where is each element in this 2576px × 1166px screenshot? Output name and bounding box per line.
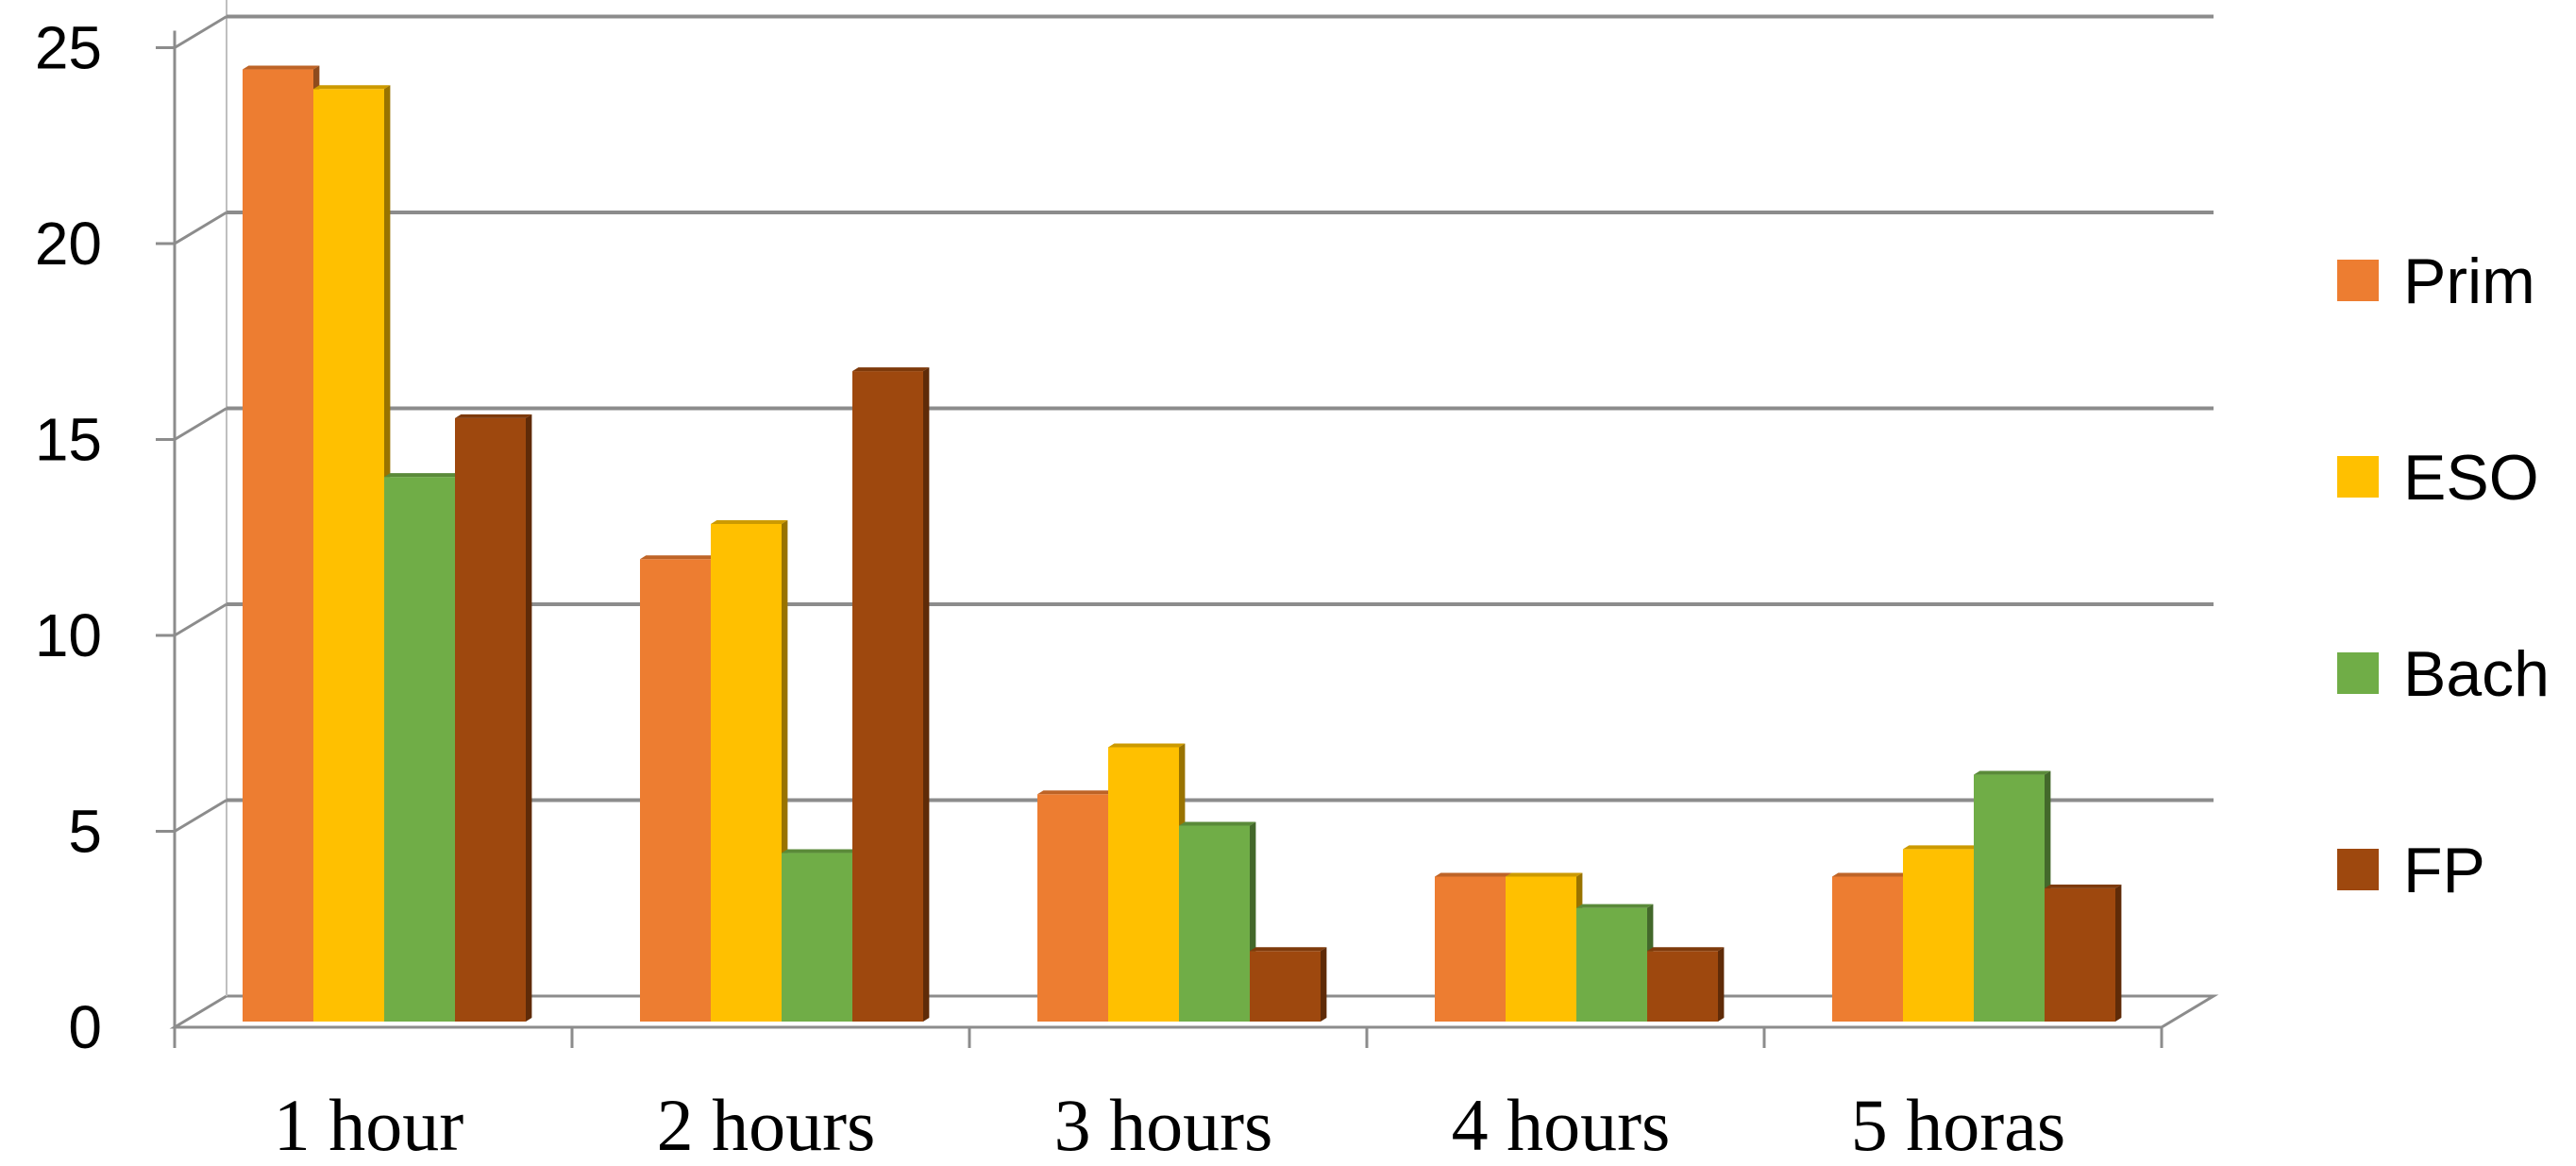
bar-front [1974, 774, 2045, 1022]
bar-front [1832, 876, 1903, 1022]
bar-top [313, 85, 391, 90]
bar-front [1250, 951, 1321, 1022]
legend-label: ESO [2403, 442, 2539, 514]
bar-side [1718, 947, 1725, 1022]
bar-prim-2 [1037, 790, 1115, 1022]
bar-top [1250, 947, 1327, 952]
legend-item-bach: Bach [2337, 638, 2550, 710]
bar-eso-1 [711, 519, 788, 1022]
bar-side [526, 414, 532, 1022]
bar-top [852, 367, 930, 372]
bar-front [1576, 907, 1647, 1022]
bar-side [923, 367, 930, 1022]
y-tick-label: 15 [35, 406, 102, 474]
bar-top [1435, 872, 1512, 877]
gridline-diagonal [174, 211, 227, 245]
bar-top [1576, 904, 1654, 908]
bar-front [1435, 876, 1506, 1022]
x-tick-label: 4 hours [1452, 1084, 1671, 1166]
bar-fp-0 [455, 414, 532, 1022]
x-tick-label: 5 horas [1851, 1084, 2065, 1166]
legend: Prim ESO Bach FP [2337, 245, 2550, 906]
bar-front [1108, 747, 1179, 1022]
x-tick-label: 1 hour [274, 1084, 464, 1166]
gridline-diagonal [174, 15, 227, 49]
bar-top [640, 555, 717, 560]
gridline-diagonal [174, 799, 227, 833]
bar-top [1506, 872, 1583, 877]
bar-front [384, 477, 455, 1022]
legend-item-prim: Prim [2337, 245, 2535, 317]
bar-top [1647, 947, 1725, 952]
bar-side [2115, 884, 2122, 1022]
bar-top [1974, 770, 2051, 775]
bar-front [455, 417, 526, 1022]
legend-item-fp: FP [2337, 835, 2485, 906]
bar-bach-1 [782, 849, 859, 1022]
y-tick-label: 0 [68, 993, 102, 1061]
gridline-diagonal [174, 602, 227, 637]
bar-front [243, 69, 313, 1022]
bar-bach-0 [384, 473, 462, 1022]
bar-front [1179, 825, 1250, 1022]
x-tick-label: 2 hours [657, 1084, 876, 1166]
bar-front [782, 853, 852, 1022]
bar-bach-2 [1179, 821, 1256, 1022]
legend-label: FP [2403, 835, 2485, 906]
bar-top [384, 473, 462, 478]
bar-bach-4 [1974, 770, 2051, 1022]
bar-front [313, 89, 384, 1022]
bar-fp-2 [1250, 947, 1327, 1022]
bar-front [2045, 887, 2115, 1022]
y-tick-label: 20 [35, 210, 102, 278]
bar-front [852, 371, 923, 1022]
legend-item-eso: ESO [2337, 442, 2539, 514]
y-tick-label: 10 [35, 601, 102, 669]
bar-top [455, 414, 532, 418]
bar-top [1037, 790, 1115, 795]
bar-top [1179, 821, 1256, 826]
bar-front [711, 523, 782, 1022]
bar-fp-3 [1647, 947, 1725, 1022]
bar-front [640, 559, 711, 1022]
bar-fp-4 [2045, 884, 2122, 1022]
bar-front [1903, 849, 1974, 1022]
bar-bach-3 [1576, 904, 1654, 1022]
bar-eso-3 [1506, 872, 1583, 1022]
y-tick-label: 25 [35, 14, 102, 82]
bar-front [1506, 876, 1576, 1022]
legend-swatch [2337, 260, 2379, 301]
bar-prim-3 [1435, 872, 1512, 1022]
x-tick-label: 3 hours [1054, 1084, 1273, 1166]
bar-eso-0 [313, 85, 391, 1022]
y-tick-label: 5 [68, 798, 102, 866]
bar-top [2045, 884, 2122, 888]
bar-side [1321, 947, 1327, 1022]
bar-prim-1 [640, 555, 717, 1022]
bar-front [1647, 951, 1718, 1022]
bar-eso-2 [1108, 743, 1186, 1022]
bar-fp-1 [852, 367, 930, 1022]
legend-swatch [2337, 456, 2379, 498]
x-axis: 1 hour 2 hours 3 hours 4 hours 5 horas [173, 1027, 2164, 1166]
bar-top [711, 519, 788, 524]
gridline-diagonal [174, 407, 227, 441]
bar-top [1108, 743, 1186, 748]
y-axis: 0 5 10 15 20 25 [35, 14, 102, 1062]
legend-swatch [2337, 652, 2379, 694]
bar-eso-4 [1903, 845, 1980, 1022]
gridlines [156, 14, 2214, 833]
bar-top [1832, 872, 1910, 877]
bar-top [243, 65, 320, 70]
legend-label: Prim [2403, 245, 2535, 317]
bar-front [1037, 794, 1108, 1022]
bar-prim-0 [243, 65, 320, 1022]
bars [243, 65, 2122, 1022]
bar-prim-4 [1832, 872, 1910, 1022]
bar-top [782, 849, 859, 853]
legend-label: Bach [2403, 638, 2550, 710]
legend-swatch [2337, 849, 2379, 890]
bar-top [1903, 845, 1980, 850]
